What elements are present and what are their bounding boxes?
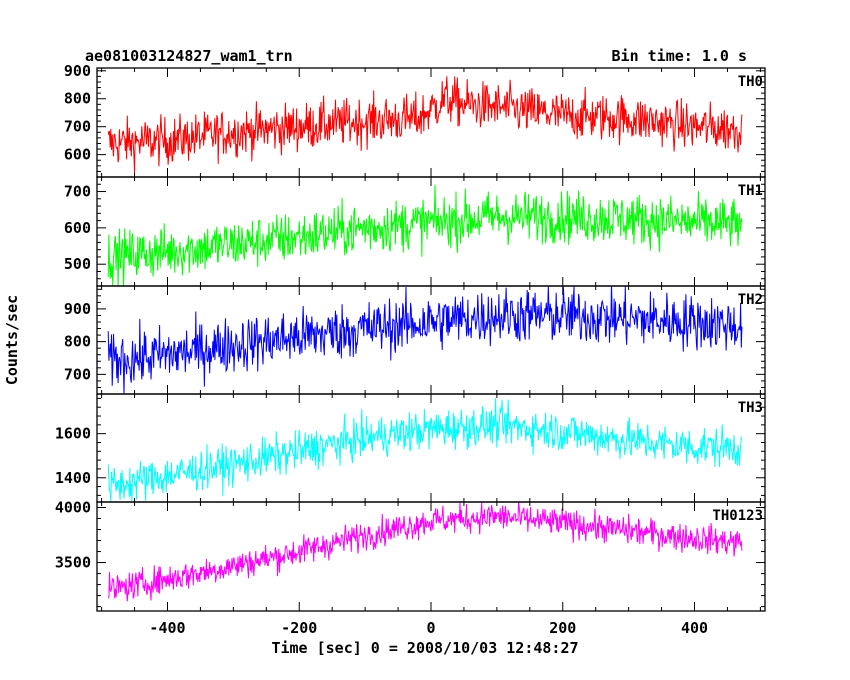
y-tick-label: 700 [64,183,91,201]
series-th0123-line [107,502,743,602]
y-tick-label: 700 [64,365,91,383]
x-tick-label: -200 [281,619,317,637]
y-tick-label: 900 [64,62,91,80]
y-tick-label: 500 [64,255,91,273]
x-tick-label: -400 [149,619,185,637]
y-tick-label: 900 [64,300,91,318]
x-tick-label: 400 [681,619,708,637]
panel-th0123: 3500 4000 TH0123 [55,499,766,612]
y-tick-label: 1600 [55,425,91,443]
y-axis-label: Counts/sec [3,295,21,385]
y-tick-label: 600 [64,146,91,164]
y-tick-label: 3500 [55,554,91,572]
series-th0-line [107,76,743,174]
observation-id-title: ae081003124827_wam1_trn [85,47,293,65]
panel-th0: 600 700 800 900 TH0 [64,62,766,178]
panel-title: TH1 [738,183,763,199]
y-tick-label: 800 [64,90,91,108]
panel-frame [96,176,766,287]
series-th1-line [107,184,743,286]
panel-title: TH0 [738,74,763,90]
panel-th1: 500 600 700 TH1 [64,176,766,287]
x-tick-label: 200 [549,619,576,637]
y-tick-label: 4000 [55,499,91,517]
y-tick-label: 700 [64,118,91,136]
panel-th2: 700 800 900 TH2 [64,285,766,395]
bin-time-label: Bin time: 1.0 s [612,47,747,65]
panel-title: TH3 [738,400,763,416]
y-tick-label: 800 [64,333,91,351]
panel-title: TH0123 [712,508,763,524]
panel-stack: 600 700 800 900 TH0 500 600 700 TH1 700 800 900 TH2 1… [55,62,766,637]
panel-frame [96,501,766,612]
panel-th3: 1400 1600 TH3 [55,393,766,503]
x-axis-label: Time [sec] 0 = 2008/10/03 12:48:27 [271,639,578,657]
series-th2-line [107,286,743,394]
series-th3-line [107,398,743,502]
y-tick-label: 600 [64,219,91,237]
panel-title: TH2 [738,292,763,308]
x-tick-label: 0 [426,619,435,637]
y-tick-label: 1400 [55,469,91,487]
